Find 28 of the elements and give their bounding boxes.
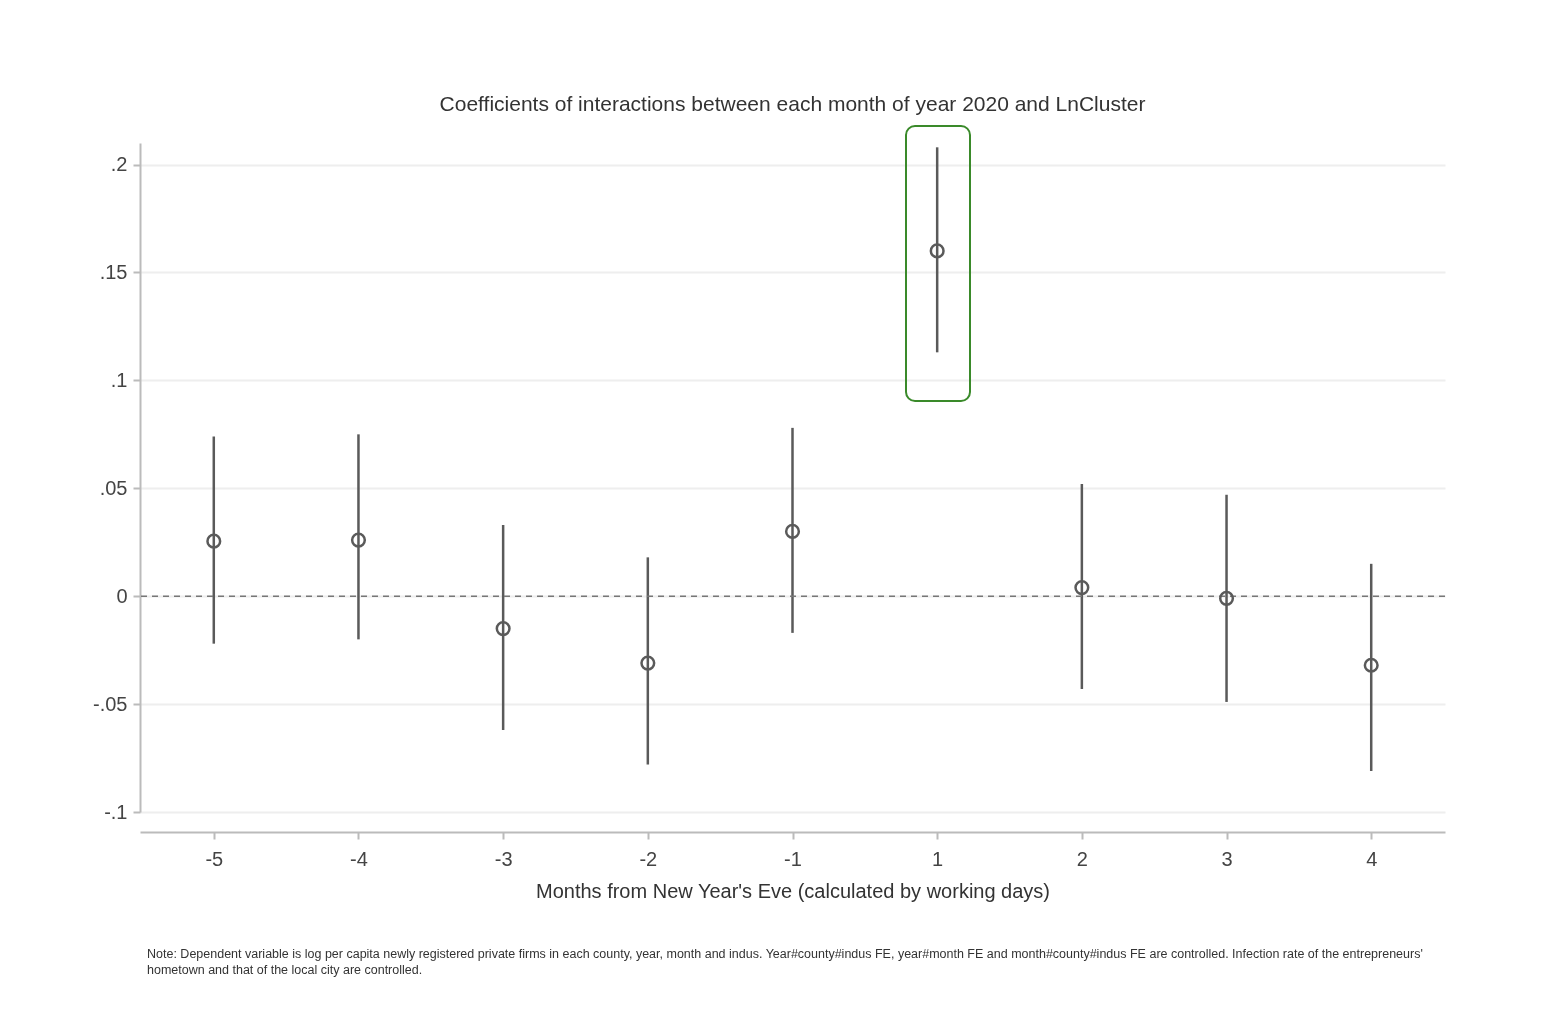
y-tick-label: .15 bbox=[99, 260, 128, 283]
x-tick-label: 2 bbox=[1076, 847, 1088, 870]
x-tick-label: -4 bbox=[350, 847, 368, 870]
y-tick-label: .2 bbox=[110, 153, 128, 176]
x-tick-label: 1 bbox=[932, 847, 944, 870]
x-tick-label: 3 bbox=[1221, 847, 1233, 870]
y-tick-label: 0 bbox=[116, 584, 128, 607]
point bbox=[495, 621, 511, 637]
point bbox=[929, 243, 945, 259]
y-tick-label: -.1 bbox=[104, 800, 128, 823]
point bbox=[1218, 590, 1235, 606]
y-tick-label: .05 bbox=[99, 476, 128, 499]
y-tick-label: .1 bbox=[110, 368, 128, 391]
point bbox=[784, 523, 801, 540]
x-axis-title: Months from New Year's Eve (calculated by working days) bbox=[535, 879, 1051, 902]
x-tick-label: 4 bbox=[1366, 847, 1378, 870]
y-tick-label: -.05 bbox=[93, 692, 128, 715]
point bbox=[206, 533, 222, 549]
point bbox=[1363, 657, 1379, 673]
chart-title: Coefficients of interactions between each month of year 2020 and LnCluster bbox=[439, 92, 1146, 115]
point bbox=[640, 655, 656, 671]
x-tick-label: -5 bbox=[205, 847, 224, 870]
point bbox=[1074, 580, 1090, 596]
x-tick-label: -1 bbox=[784, 847, 802, 870]
x-tick-label: -2 bbox=[639, 847, 658, 870]
point bbox=[350, 532, 367, 548]
x-tick-label: -3 bbox=[494, 847, 513, 870]
text: Note: Dependent variable is log per capita newly registered private firms in each county, year, month and indus. Year#county#indus FE, year#month FE and month#county#indus FE are controlled. Infection rate of the entrepreneurs' hometown and that of the local city are controlled. bbox=[147, 946, 1424, 978]
